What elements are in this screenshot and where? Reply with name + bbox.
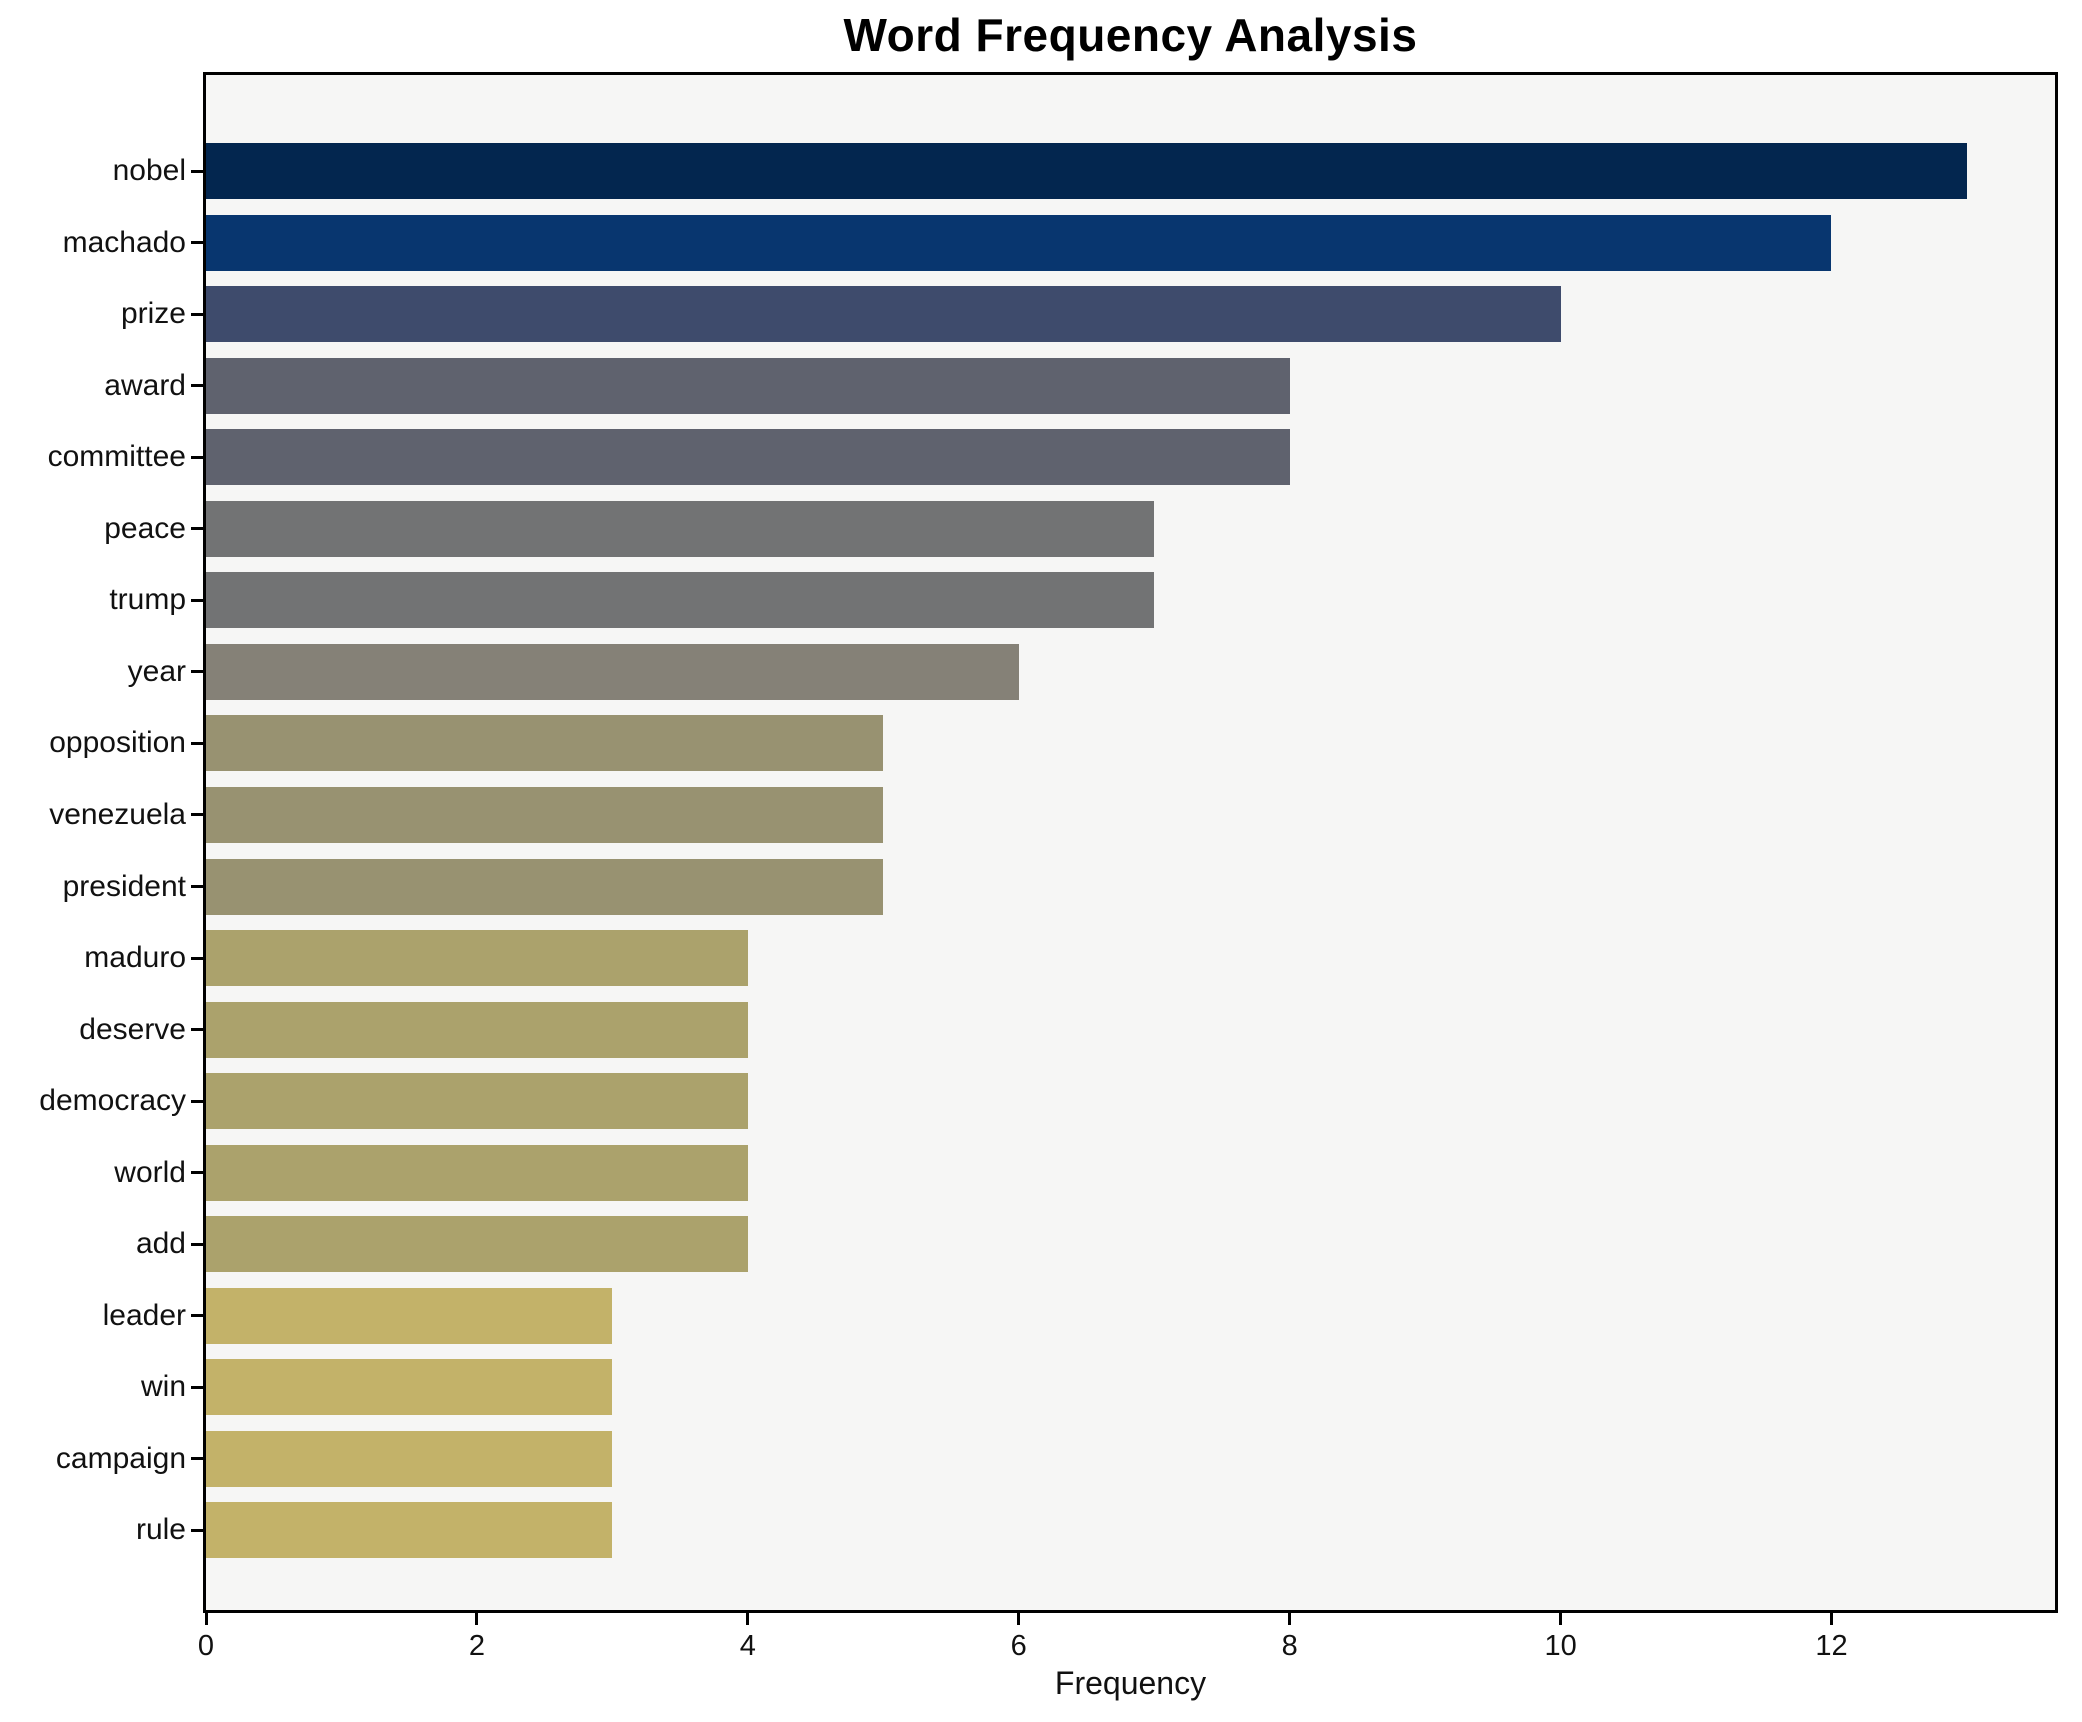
x-tick-2 [475, 1613, 479, 1625]
y-label-year: year [127, 654, 186, 688]
y-label-machado: machado [62, 225, 186, 259]
y-tick-peace [191, 527, 203, 531]
bar-peace [206, 500, 1155, 557]
bar-opposition [206, 715, 884, 772]
y-tick-prize [191, 312, 203, 316]
bar-campaign [206, 1430, 613, 1487]
y-label-campaign: campaign [55, 1441, 186, 1475]
y-tick-award [191, 384, 203, 388]
bar-trump [206, 572, 1155, 629]
chart-title: Word Frequency Analysis [843, 9, 1418, 61]
y-label-add: add [135, 1227, 186, 1261]
y-label-committee: committee [47, 440, 186, 474]
plot-area [191, 72, 2058, 1625]
y-tick-maduro [191, 956, 203, 960]
bar-president [206, 858, 884, 915]
x-tick-label-0: 0 [197, 1630, 215, 1662]
y-label-nobel: nobel [112, 154, 186, 187]
y-tick-add [191, 1242, 203, 1246]
x-tick-label-10: 10 [1544, 1630, 1577, 1662]
bar-deserve [206, 1001, 748, 1058]
y-tick-deserve [191, 1028, 203, 1032]
y-label-democracy: democracy [39, 1084, 186, 1118]
bar-award [206, 357, 1290, 414]
y-tick-world [191, 1171, 203, 1175]
x-tick-label-2: 2 [468, 1630, 485, 1662]
bar-maduro [206, 930, 748, 987]
x-tick-8 [1288, 1613, 1292, 1625]
y-label-rule: rule [135, 1513, 186, 1547]
y-tick-democracy [191, 1099, 203, 1103]
y-label-deserve: deserve [79, 1012, 186, 1046]
x-axis-title: Frequency [1054, 1665, 1207, 1701]
x-tick-4 [746, 1613, 750, 1625]
y-tick-trump [191, 598, 203, 602]
y-label-win: win [140, 1370, 186, 1404]
bar-prize [206, 286, 1561, 343]
x-tick-6 [1017, 1613, 1021, 1625]
y-tick-nobel [191, 169, 203, 173]
y-tick-campaign [191, 1457, 203, 1461]
y-tick-win [191, 1385, 203, 1389]
y-tick-leader [191, 1314, 203, 1318]
y-tick-president [191, 885, 203, 888]
bar-venezuela [206, 786, 884, 843]
y-tick-machado [191, 241, 203, 245]
bar-add [206, 1216, 748, 1273]
x-tick-label-8: 8 [1281, 1630, 1298, 1662]
y-tick-committee [191, 455, 203, 459]
bar-machado [206, 214, 1832, 271]
bar-rule [206, 1502, 613, 1559]
y-label-world: world [114, 1155, 186, 1189]
bar-win [206, 1359, 613, 1416]
bar-nobel [206, 143, 1967, 199]
x-tick-label-12: 12 [1815, 1630, 1848, 1662]
y-label-president: president [62, 869, 186, 903]
y-tick-year [191, 670, 203, 674]
y-label-leader: leader [102, 1298, 186, 1332]
bar-world [206, 1144, 748, 1201]
y-tick-rule [191, 1528, 203, 1532]
y-label-trump: trump [109, 583, 186, 617]
y-tick-venezuela [191, 813, 203, 817]
y-label-peace: peace [104, 511, 186, 545]
bar-democracy [206, 1073, 748, 1130]
bar-committee [206, 429, 1290, 486]
y-tick-opposition [191, 741, 203, 745]
x-tick-10 [1559, 1613, 1563, 1625]
x-tick-label-6: 6 [1010, 1630, 1027, 1662]
y-label-award: award [104, 368, 186, 402]
y-label-venezuela: venezuela [49, 797, 186, 831]
x-tick-12 [1829, 1613, 1833, 1625]
bar-leader [206, 1287, 613, 1344]
x-tick-label-4: 4 [739, 1630, 756, 1662]
y-label-maduro: maduro [84, 941, 186, 975]
bar-year [206, 643, 1019, 700]
y-label-opposition: opposition [49, 726, 186, 760]
y-label-prize: prize [120, 297, 186, 331]
x-tick-0 [204, 1613, 208, 1625]
